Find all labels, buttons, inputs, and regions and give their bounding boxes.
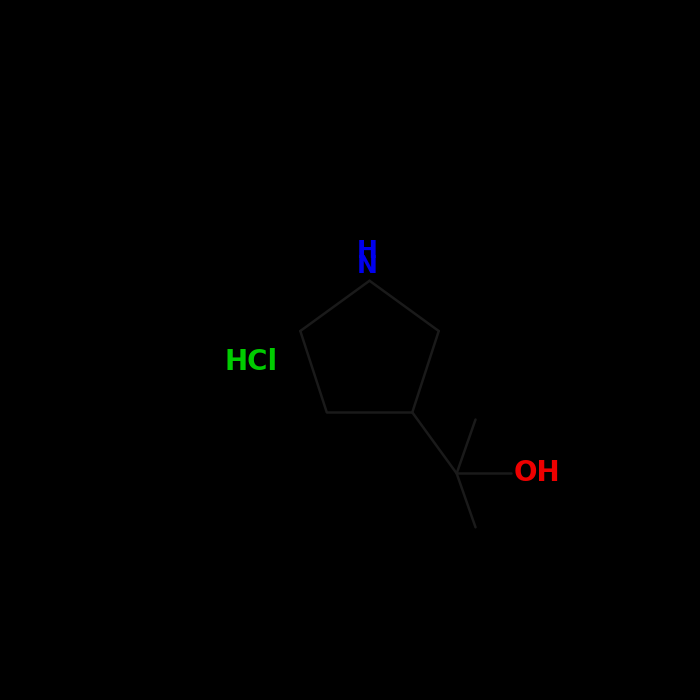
Text: H: H — [356, 239, 377, 263]
Text: N: N — [356, 254, 377, 278]
Text: OH: OH — [513, 459, 560, 487]
Text: HCl: HCl — [225, 348, 277, 376]
